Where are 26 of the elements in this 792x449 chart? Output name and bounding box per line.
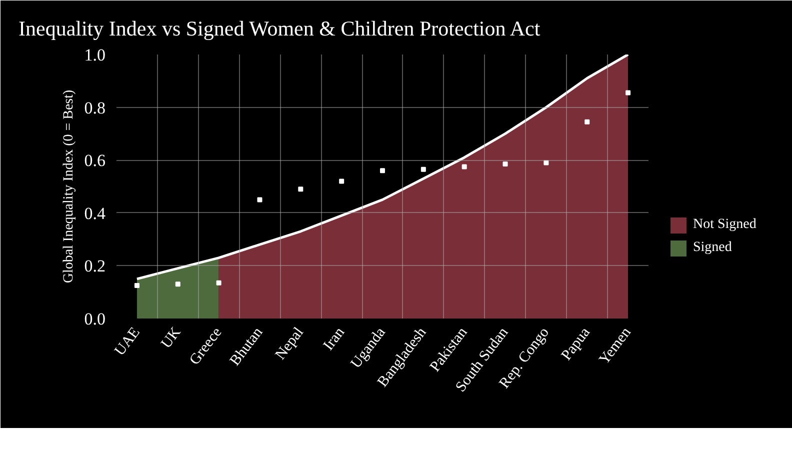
point	[216, 280, 222, 286]
line-series	[136, 54, 630, 280]
legend-label: Not Signed	[693, 217, 756, 233]
y-tick-label: 0.6	[84, 151, 106, 170]
chart-title: Inequality Index vs Signed Women & Children Protection Act	[18, 16, 540, 40]
legend-label: Signed	[693, 240, 732, 256]
x-tick-label: Iran	[320, 324, 348, 354]
point	[298, 186, 304, 192]
point	[626, 90, 631, 96]
point	[339, 178, 344, 184]
point	[544, 160, 549, 166]
y-tick-label: 1.0	[84, 46, 106, 64]
x-tick-label: UK	[158, 324, 184, 352]
point	[502, 162, 508, 167]
point	[175, 282, 180, 287]
point	[134, 283, 140, 288]
y-axis-title: Global Inequality Index (0 = Best)	[61, 89, 76, 284]
point	[257, 197, 262, 202]
point	[380, 168, 385, 174]
point	[584, 119, 590, 124]
point	[420, 166, 426, 172]
point	[462, 164, 467, 170]
y-tick-label: 0.8	[84, 98, 106, 118]
y-tick-label: 0.2	[84, 256, 106, 276]
y-tick-label: 0.0	[84, 310, 106, 328]
y-tick-label: 0.4	[84, 204, 106, 223]
